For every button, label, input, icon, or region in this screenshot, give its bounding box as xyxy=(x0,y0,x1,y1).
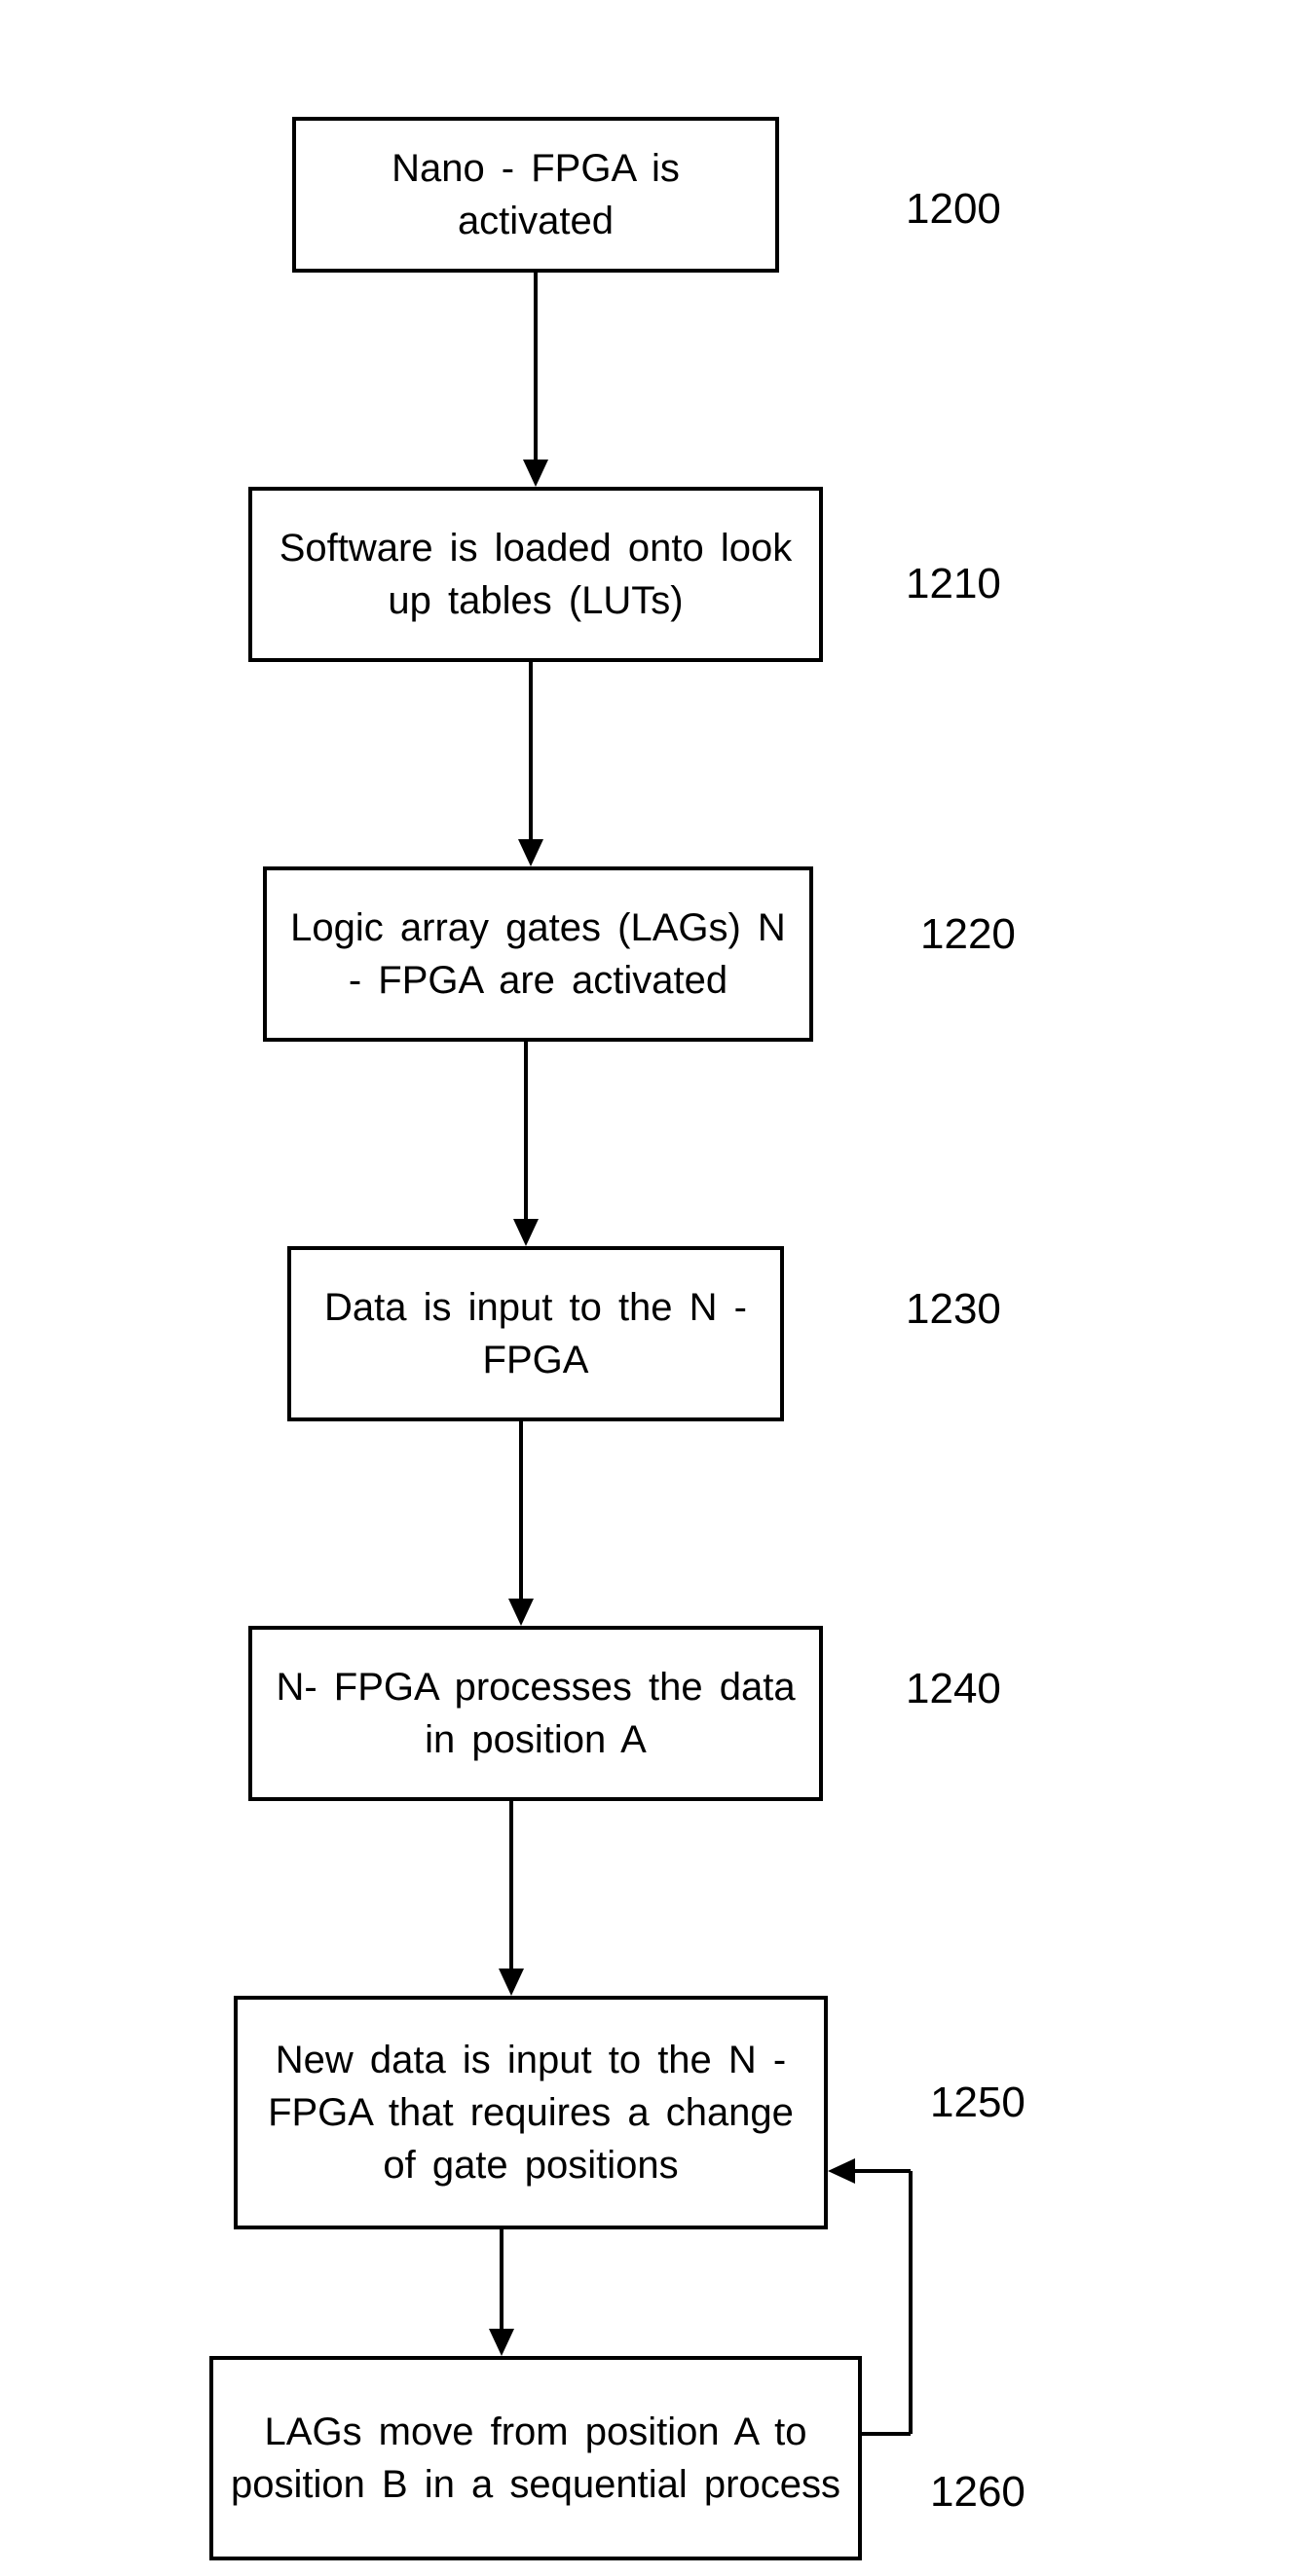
flow-node: Software is loaded onto look up tables (… xyxy=(248,487,823,662)
flow-node-label: 1240 xyxy=(906,1665,1001,1713)
flow-node-label: 1250 xyxy=(930,2079,1025,2127)
flow-node-label: 1210 xyxy=(906,560,1001,608)
flow-node-text: Nano - FPGA is activated xyxy=(314,142,758,247)
flow-node: Logic array gates (LAGs) N - FPGA are ac… xyxy=(263,866,813,1042)
flow-node-text: LAGs move from position A to position B … xyxy=(231,2406,840,2511)
flow-node-label: 1260 xyxy=(930,2468,1025,2517)
flow-node-text: Data is input to the N - FPGA xyxy=(309,1281,763,1386)
flow-node-text: Software is loaded onto look up tables (… xyxy=(270,522,802,627)
flow-node: Nano - FPGA is activated xyxy=(292,117,779,273)
flow-node-text: N- FPGA processes the data in position A xyxy=(270,1661,802,1766)
flow-node-label: 1230 xyxy=(906,1285,1001,1334)
flow-node: N- FPGA processes the data in position A xyxy=(248,1626,823,1801)
flow-node: New data is input to the N - FPGA that r… xyxy=(234,1996,828,2229)
flow-node-label: 1220 xyxy=(920,910,1016,959)
flow-node-text: Logic array gates (LAGs) N - FPGA are ac… xyxy=(284,902,792,1007)
flow-node: Data is input to the N - FPGA xyxy=(287,1246,784,1421)
flow-node-text: New data is input to the N - FPGA that r… xyxy=(255,2034,806,2191)
flow-node: LAGs move from position A to position B … xyxy=(209,2356,862,2560)
flow-node-label: 1200 xyxy=(906,185,1001,234)
